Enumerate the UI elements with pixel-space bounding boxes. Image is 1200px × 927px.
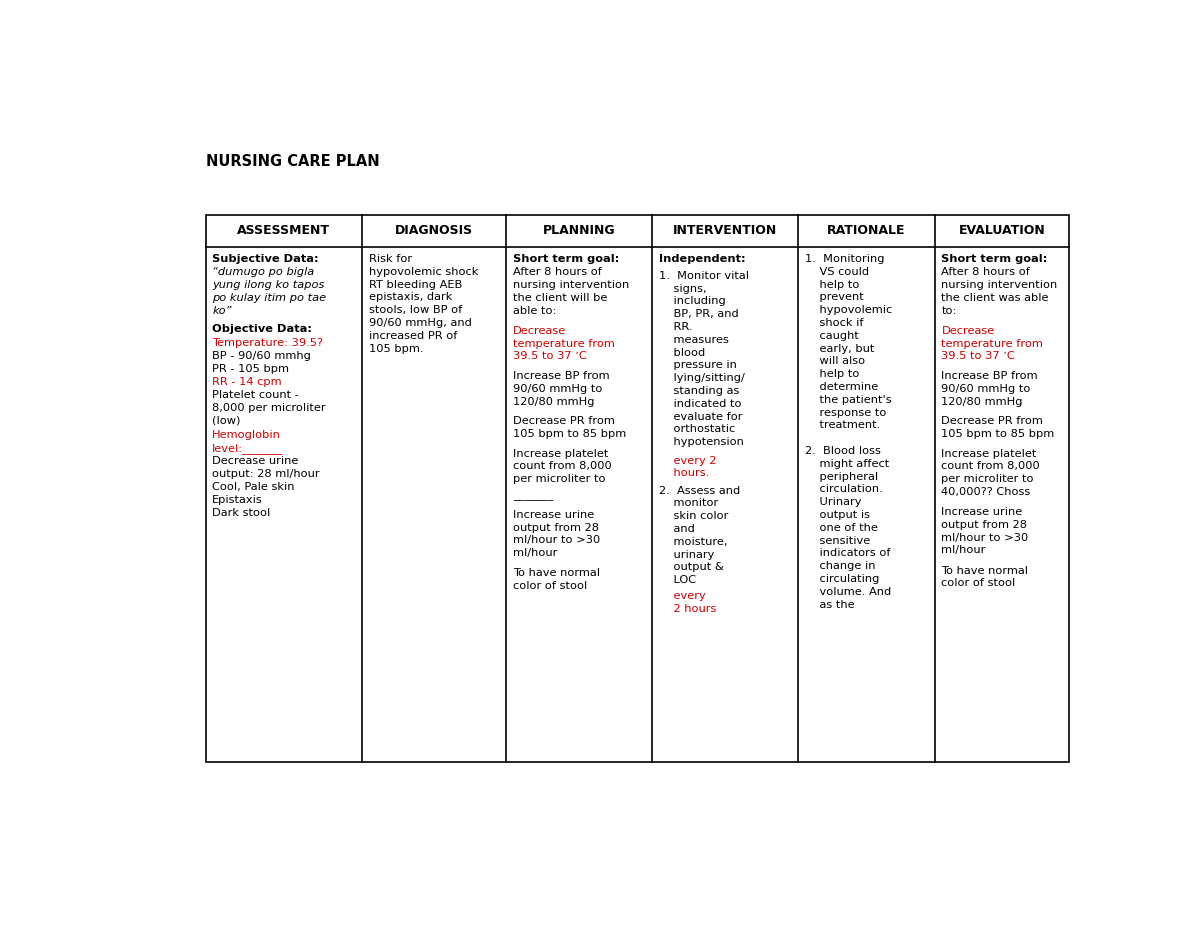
Text: Decrease urine
output: 28 ml/hour
Cool, Pale skin
Epistaxis
Dark stool: Decrease urine output: 28 ml/hour Cool, …	[212, 456, 320, 517]
Text: 1.  Monitoring
    VS could
    help to
    prevent
    hypovolemic
    shock if: 1. Monitoring VS could help to prevent h…	[805, 254, 892, 610]
Text: Increase BP from
90/60 mmHg to
120/80 mmHg: Increase BP from 90/60 mmHg to 120/80 mm…	[512, 371, 610, 407]
Text: EVALUATION: EVALUATION	[959, 224, 1045, 237]
Text: RR - 14 cpm: RR - 14 cpm	[212, 377, 282, 387]
Text: Short term goal:: Short term goal:	[942, 254, 1048, 264]
Text: Decrease
temperature from
39.5 to 37 ʼC: Decrease temperature from 39.5 to 37 ʼC	[942, 325, 1043, 362]
Text: Independent:: Independent:	[659, 254, 745, 264]
Text: Temperature: 39.5?: Temperature: 39.5?	[212, 337, 323, 348]
Text: Decrease PR from
105 bpm to 85 bpm: Decrease PR from 105 bpm to 85 bpm	[942, 416, 1055, 439]
Text: INTERVENTION: INTERVENTION	[673, 224, 778, 237]
Text: To have normal
color of stool: To have normal color of stool	[942, 565, 1028, 589]
Text: “dumugo po bigla
yung ilong ko tapos
po kulay itim po tae
ko”: “dumugo po bigla yung ilong ko tapos po …	[212, 267, 326, 315]
Text: every 2
    hours.: every 2 hours.	[659, 456, 716, 478]
Text: Increase platelet
count from 8,000
per microliter to
40,000?? Choss: Increase platelet count from 8,000 per m…	[942, 449, 1040, 497]
Text: PLANNING: PLANNING	[542, 224, 616, 237]
Text: Increase BP from
90/60 mmHg to
120/80 mmHg: Increase BP from 90/60 mmHg to 120/80 mm…	[942, 371, 1038, 407]
Text: Hemoglobin
level:_______: Hemoglobin level:_______	[212, 430, 283, 453]
Text: NURSING CARE PLAN: NURSING CARE PLAN	[206, 154, 379, 169]
Text: Increase urine
output from 28
ml/hour to >30
ml/hour: Increase urine output from 28 ml/hour to…	[512, 510, 600, 558]
Text: RATIONALE: RATIONALE	[827, 224, 906, 237]
Text: After 8 hours of
nursing intervention
the client was able
to:: After 8 hours of nursing intervention th…	[942, 267, 1057, 315]
Text: Objective Data:: Objective Data:	[212, 324, 312, 335]
Text: Subjective Data:: Subjective Data:	[212, 254, 319, 264]
Text: Decrease
temperature from
39.5 to 37 ʼC: Decrease temperature from 39.5 to 37 ʼC	[512, 325, 614, 362]
Text: Short term goal:: Short term goal:	[512, 254, 619, 264]
Text: Platelet count -
8,000 per microliter
(low): Platelet count - 8,000 per microliter (l…	[212, 390, 326, 425]
Text: ASSESSMENT: ASSESSMENT	[238, 224, 330, 237]
Text: After 8 hours of
nursing intervention
the client will be
able to:: After 8 hours of nursing intervention th…	[512, 267, 629, 315]
Text: Increase platelet
count from 8,000
per microliter to: Increase platelet count from 8,000 per m…	[512, 449, 612, 484]
Text: _______: _______	[512, 491, 553, 501]
Text: 1.  Monitor vital
    signs,
    including
    BP, PR, and
    RR.
    measures
: 1. Monitor vital signs, including BP, PR…	[659, 271, 749, 447]
Text: Increase urine
output from 28
ml/hour to >30
ml/hour: Increase urine output from 28 ml/hour to…	[942, 507, 1028, 555]
Text: Decrease PR from
105 bpm to 85 bpm: Decrease PR from 105 bpm to 85 bpm	[512, 416, 626, 439]
Text: To have normal
color of stool: To have normal color of stool	[512, 568, 600, 591]
Bar	[206, 215, 1069, 762]
Text: BP - 90/60 mmhg
PR - 105 bpm: BP - 90/60 mmhg PR - 105 bpm	[212, 350, 311, 374]
Text: DIAGNOSIS: DIAGNOSIS	[395, 224, 473, 237]
Text: 2.  Assess and
    monitor
    skin color
    and
    moisture,
    urinary
    : 2. Assess and monitor skin color and moi…	[659, 486, 740, 585]
Text: Risk for
hypovolemic shock
RT bleeding AEB
epistaxis, dark
stools, low BP of
90/: Risk for hypovolemic shock RT bleeding A…	[368, 254, 478, 353]
Text: every
    2 hours: every 2 hours	[659, 591, 716, 614]
